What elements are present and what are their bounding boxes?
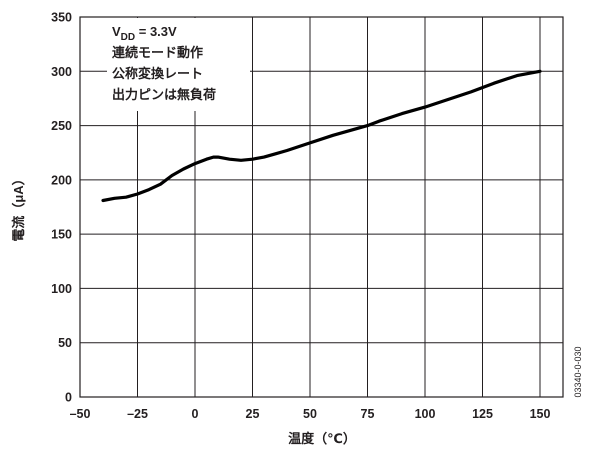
x-tick-label: 0 (192, 407, 199, 421)
y-axis-title: 電流（μA） (11, 172, 26, 241)
y-tick-label: 0 (65, 391, 72, 405)
y-tick-label: 50 (58, 336, 72, 350)
y-tick-label: 100 (51, 282, 72, 296)
y-tick-label: 350 (51, 11, 72, 25)
x-tick-label: –50 (70, 407, 91, 421)
y-tick-label: 250 (51, 119, 72, 133)
figure-id: 03340-0-030 (573, 346, 583, 397)
x-tick-label: 150 (530, 407, 551, 421)
axis-labels: 0 50 100 150 200 250 300 350 –50 –25 0 25 50 75 100 125… (11, 11, 583, 447)
vdd-symbol: V (112, 24, 121, 39)
plot-border (79, 16, 564, 398)
series-line (101, 69, 542, 203)
x-tick-label: 25 (246, 407, 260, 421)
y-tick-label: 150 (51, 228, 72, 242)
x-axis-title: 温度（℃） (288, 431, 356, 446)
x-tick-label: 75 (361, 407, 375, 421)
annotation-background (107, 18, 250, 111)
x-tick-label: 100 (415, 407, 436, 421)
y-tick-label: 200 (51, 173, 72, 187)
x-tick-label: –25 (127, 407, 148, 421)
annotation-vdd: VDD = 3.3V (112, 24, 177, 43)
annotation-line: 出力ピンは無負荷 (112, 87, 216, 102)
annotation-line: 公称変換レート (112, 66, 203, 81)
vdd-value: = 3.3V (135, 24, 177, 39)
y-tick-label: 300 (51, 65, 72, 79)
x-tick-label: 50 (303, 407, 317, 421)
series-layer (101, 69, 542, 203)
vdd-subscript: DD (121, 32, 135, 43)
annotation-line: 連続モード動作 (112, 45, 203, 60)
x-tick-label: 125 (472, 407, 493, 421)
plot-frame (79, 16, 564, 398)
